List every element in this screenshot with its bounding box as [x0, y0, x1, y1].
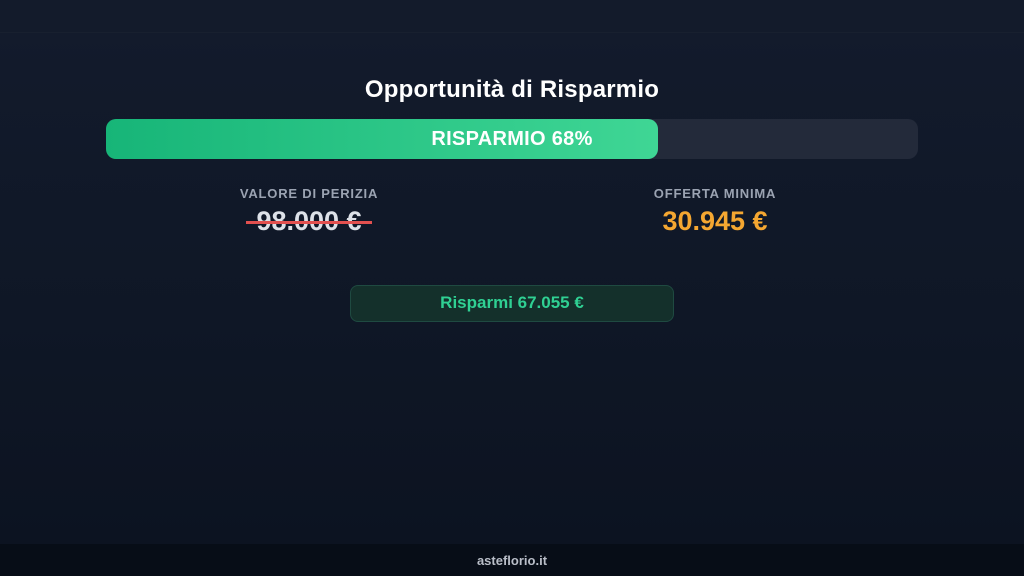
page-title: Opportunità di Risparmio [364, 76, 660, 104]
appraisal-value: 98.000 € [256, 206, 362, 236]
minimum-offer-label: OFFERTA MINIMA [653, 186, 777, 201]
stats-row: VALORE DI PERIZIA 98.000 € OFFERTA MINIM… [106, 186, 918, 237]
progress-bar-label: RISPARMIO 68% [431, 127, 593, 150]
savings-badge-wrap: Risparmi 67.055 € [0, 285, 1024, 322]
minimum-offer-value: 30.945 € [662, 206, 768, 236]
footer-site-name: asteflorio.it [476, 552, 548, 568]
appraisal-label: VALORE DI PERIZIA [239, 186, 379, 201]
savings-progress-bar: RISPARMIO 68% [106, 119, 918, 159]
progress-bar-fill [106, 119, 659, 159]
savings-badge: Risparmi 67.055 € [350, 285, 674, 322]
appraisal-column: VALORE DI PERIZIA 98.000 € [106, 186, 512, 237]
minimum-offer-column: OFFERTA MINIMA 30.945 € [512, 186, 918, 237]
footer-bar: asteflorio.it [0, 544, 1024, 576]
top-band [0, 0, 1024, 33]
